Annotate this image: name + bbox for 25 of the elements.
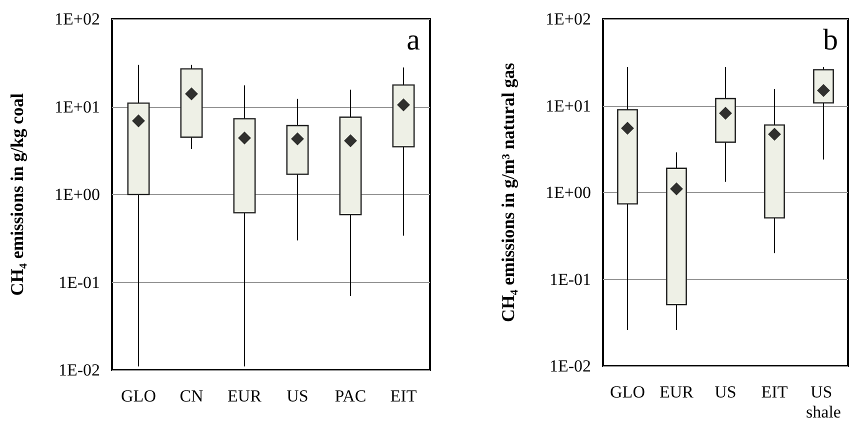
y-tick-label: 1E+00 [546, 183, 591, 202]
y-tick-label: 1E+02 [54, 10, 100, 28]
x-tick-label: EIT [390, 386, 418, 406]
y-tick-label: 1E-02 [549, 356, 591, 376]
x-tick-label: PAC [334, 386, 366, 406]
x-tick-label: EUR [228, 386, 262, 406]
annotation: a [406, 24, 420, 56]
y-tick-label: 1E-01 [58, 272, 100, 292]
y-tick-label: 1E-02 [58, 360, 100, 380]
annotation: b [823, 24, 838, 56]
x-tick-label: GLO [121, 386, 156, 406]
x-tick-label: CN [180, 386, 204, 406]
x-tick-label: US [286, 386, 308, 406]
x-tick-label: EUR [660, 382, 694, 402]
x-tick-label: EIT [761, 382, 788, 402]
y-tick-label: 1E+01 [546, 96, 591, 116]
y-axis-title: CH₄ emissions in g/m³ natural gas [498, 62, 518, 322]
x-tick-label: US shale [806, 382, 841, 422]
x-tick-label: US [714, 382, 736, 402]
y-tick-label: 1E+01 [54, 97, 100, 116]
x-tick-label: GLO [610, 382, 645, 402]
y-tick-label: 1E+02 [546, 10, 591, 28]
y-axis-title: CH₄ emissions in g/kg coal [7, 93, 27, 296]
y-tick-label: 1E-01 [549, 270, 591, 289]
y-tick-label: 1E+00 [54, 185, 100, 204]
